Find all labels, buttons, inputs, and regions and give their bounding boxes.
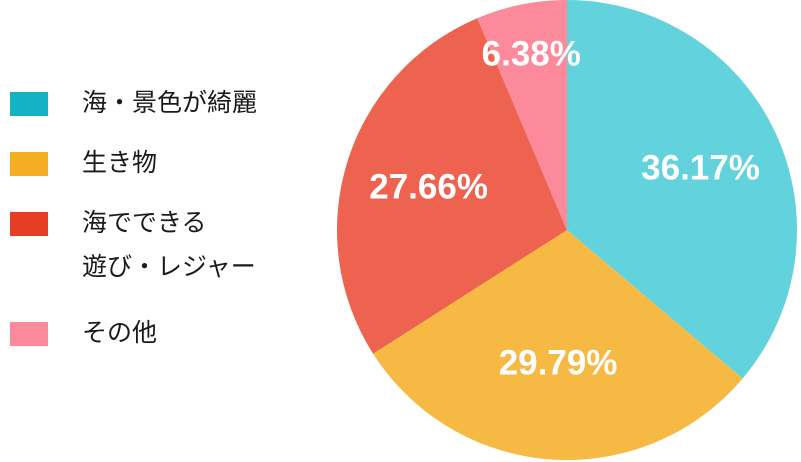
pie-slice bbox=[567, 0, 797, 379]
legend-label: 生き物 bbox=[82, 148, 158, 177]
legend-label: 海でできる 遊び・レジャー bbox=[82, 208, 256, 281]
legend-label: その他 bbox=[82, 318, 158, 347]
pie-slices bbox=[336, 0, 797, 460]
legend-item: その他 bbox=[10, 318, 157, 355]
legend-item: 生き物 bbox=[10, 148, 157, 185]
legend-item: 海でできる 遊び・レジャー bbox=[10, 208, 256, 289]
legend-item: 海・景色が綺麗 bbox=[10, 88, 257, 125]
pie-slice bbox=[373, 230, 743, 460]
legend-label: 海・景色が綺麗 bbox=[82, 88, 258, 117]
legend-swatch bbox=[10, 212, 48, 236]
pie-slice bbox=[477, 0, 567, 230]
slice-label: 36.17% bbox=[641, 149, 760, 188]
legend-swatch bbox=[10, 322, 48, 346]
legend-swatch bbox=[10, 152, 48, 176]
pie-labels: 36.17% 29.79% 27.66% 6.38% bbox=[369, 35, 760, 383]
slice-label: 27.66% bbox=[369, 168, 488, 207]
slice-label: 6.38% bbox=[482, 35, 581, 74]
pie-slice bbox=[336, 18, 567, 354]
slice-label: 29.79% bbox=[499, 344, 618, 383]
legend-swatch bbox=[10, 92, 48, 116]
